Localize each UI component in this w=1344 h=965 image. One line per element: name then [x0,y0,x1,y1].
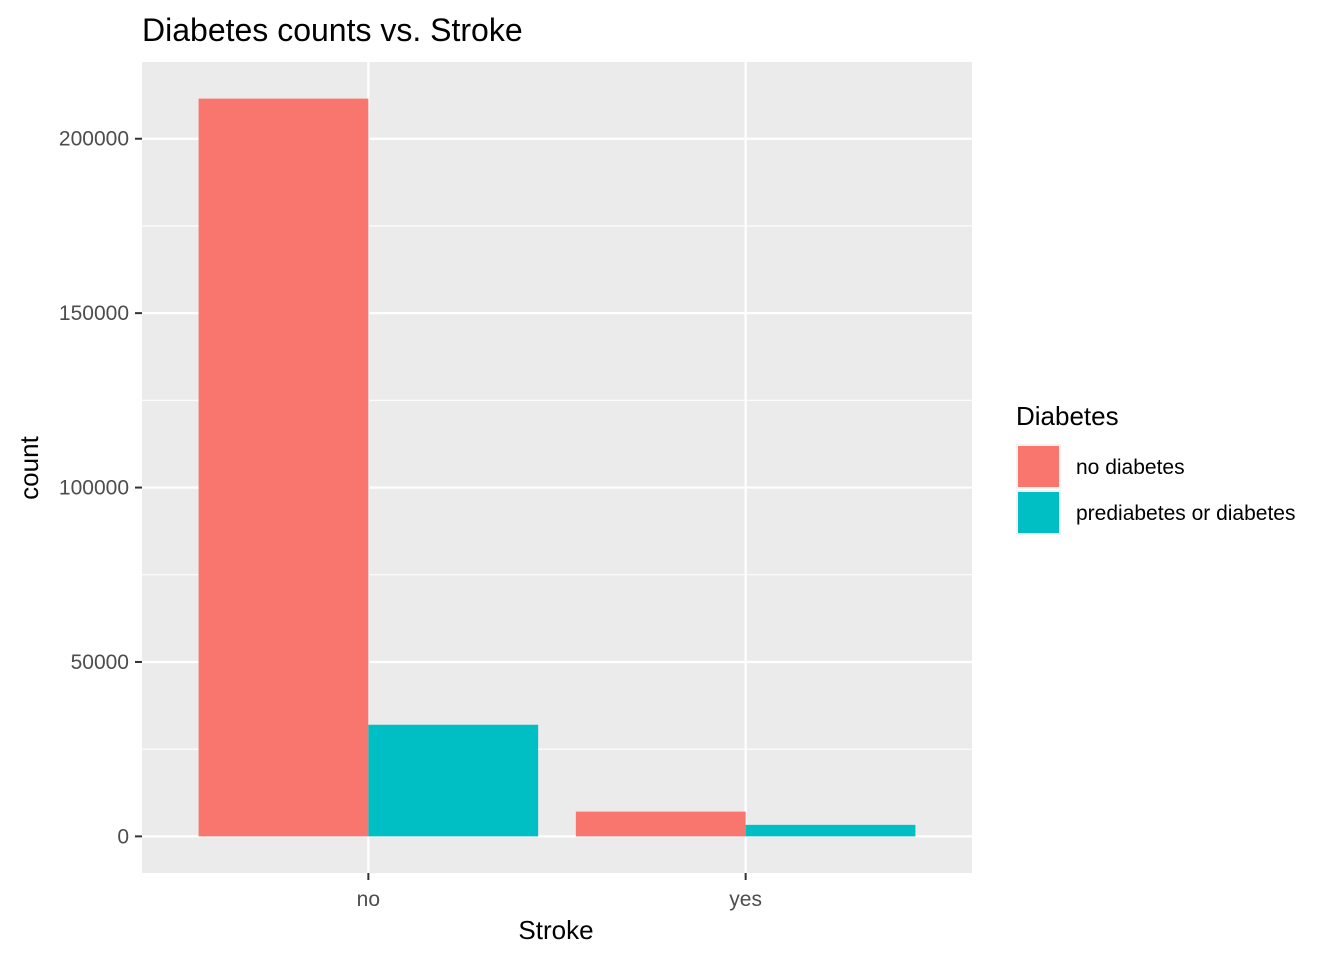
x-tick-label: no [357,888,380,911]
legend: Diabetes no diabetes prediabetes or diabe… [1016,401,1296,535]
legend-key [1018,492,1059,533]
y-axis-title: count [14,435,44,499]
bar [575,811,746,837]
y-tick-label: 100000 [59,477,129,500]
legend-items: no diabetes prediabetes or diabetes [1016,444,1296,535]
bar [198,98,369,837]
bar [368,724,539,837]
y-tick-label: 50000 [71,651,129,674]
x-tick-label: yes [729,888,762,911]
x-axis-title: Stroke [518,915,593,945]
legend-label: prediabetes or diabetes [1076,502,1296,525]
chart-title: Diabetes counts vs. Stroke [142,12,523,48]
bar [745,824,916,837]
x-axis: no yes [357,873,762,911]
legend-title: Diabetes [1016,401,1119,431]
bars [198,98,916,837]
legend-key [1018,446,1059,487]
y-tick-label: 200000 [59,128,129,151]
y-tick-label: 0 [117,825,129,848]
legend-label: no diabetes [1076,456,1185,479]
y-tick-label: 150000 [59,302,129,325]
y-axis: 0 50000 100000 150000 200000 [59,128,142,848]
